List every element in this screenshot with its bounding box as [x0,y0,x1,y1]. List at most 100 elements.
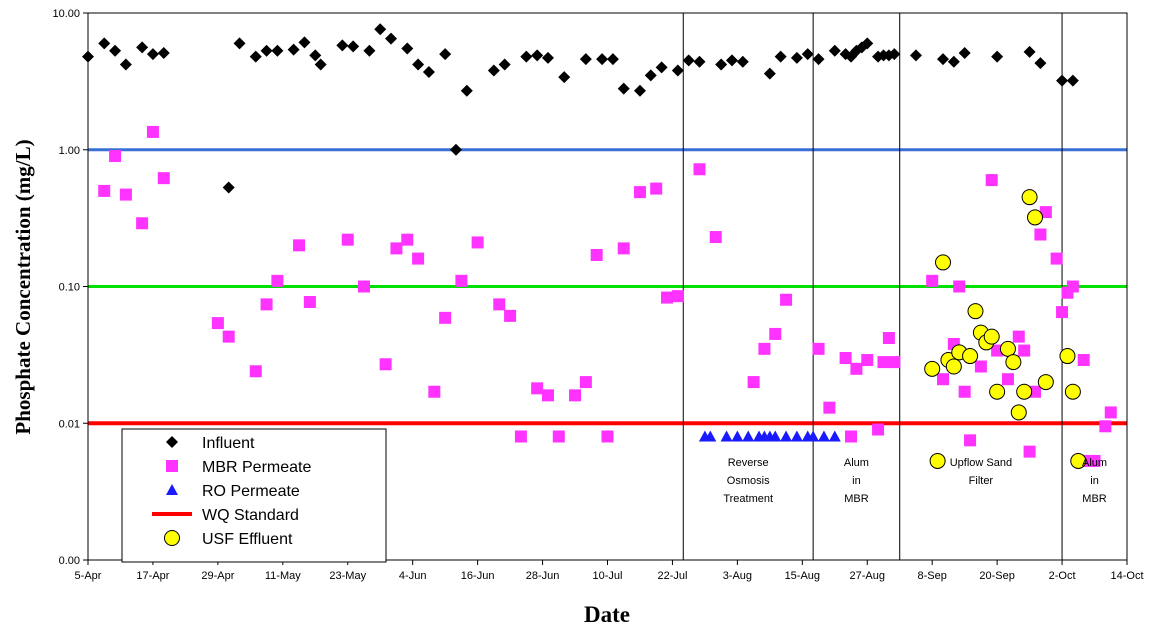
point-mbr-permeate [428,385,441,398]
point-mbr-permeate [877,356,890,369]
phase-label: MBR [844,493,869,505]
legend: Influent MBR Permeate RO Permeate WQ Standa… [121,428,387,563]
point-usf-effluent [1010,404,1027,421]
point-mbr-permeate [747,376,760,389]
point-mbr-permeate [693,163,706,176]
point-influent [991,50,1004,63]
x-tick-label: 22-Jul [657,570,687,582]
point-mbr-permeate [958,385,971,398]
point-mbr-permeate [390,242,403,255]
point-mbr-permeate [1050,252,1063,265]
legend-label: USF Effluent [202,531,293,548]
point-influent [531,49,544,62]
point-influent [439,48,452,61]
point-usf-effluent [1037,374,1054,391]
phase-label: Filter [969,475,994,487]
y-tick-label: 0.01 [59,418,80,430]
point-influent [98,37,111,50]
y-axis-ticks: 0.00 0.01 0.10 1.00 10.00 [52,8,88,567]
phase-label: Reverse [728,457,769,469]
point-influent [774,50,787,63]
point-usf-effluent [1064,383,1081,400]
point-mbr-permeate [249,365,262,378]
point-mbr-permeate [650,182,663,195]
point-influent [412,58,425,71]
point-mbr-permeate [780,293,793,306]
point-ro-permeate [720,430,733,442]
point-mbr-permeate [1029,385,1042,398]
point-mbr-permeate [579,376,592,389]
x-axis-ticks: 5-Apr 17-Apr 29-Apr 11-May 23-May 4-Jun 16-Jun… [75,560,1144,582]
point-influent [828,44,841,57]
point-ro-permeate [807,430,820,442]
point-influent [1066,74,1079,87]
legend-swatch [164,530,180,546]
point-influent [1023,45,1036,58]
point-influent [671,64,684,77]
point-ro-permeate [731,430,744,442]
point-mbr-permeate [1066,280,1079,293]
point-mbr-permeate [1001,373,1014,386]
x-tick-label: 4-Jun [399,570,427,582]
point-mbr-permeate [850,362,863,375]
point-influent [909,49,922,62]
x-tick-label: 15-Aug [785,570,820,582]
point-influent [541,51,554,64]
point-influent [633,84,646,97]
point-mbr-permeate [109,150,122,163]
y-tick-label: 0.10 [59,282,80,294]
point-mbr-permeate [812,342,825,355]
point-usf-effluent [983,328,1000,345]
legend-label: MBR Permeate [202,459,311,476]
point-mbr-permeate [709,231,722,244]
point-influent [725,54,738,67]
point-influent [937,53,950,66]
point-influent [861,37,874,50]
point-mbr-permeate [1088,454,1101,467]
point-influent [347,40,360,53]
point-influent [146,48,159,61]
x-tick-label: 20-Sep [979,570,1014,582]
point-influent [715,58,728,71]
y-tick-label: 0.00 [59,555,80,567]
point-influent [888,48,901,61]
point-mbr-permeate [926,274,939,287]
point-mbr-permeate [845,430,858,443]
x-tick-label: 28-Jun [526,570,560,582]
point-influent [157,46,170,59]
point-influent [558,71,571,84]
point-influent [1056,74,1069,87]
point-ro-permeate [790,430,803,442]
point-influent [249,50,262,63]
phase-label: Alum [844,457,869,469]
phase-label: Alum [1082,457,1107,469]
point-mbr-permeate [531,382,544,395]
point-influent [109,44,122,57]
point-mbr-permeate [882,332,895,345]
x-tick-label: 27-Aug [850,570,885,582]
point-influent [520,50,533,63]
point-influent [947,55,960,68]
x-tick-label: 3-Aug [723,570,752,582]
point-mbr-permeate [341,233,354,246]
point-usf-effluent [924,360,941,377]
point-usf-effluent [989,383,1006,400]
point-mbr-permeate [157,172,170,185]
x-tick-label: 8-Sep [918,570,947,582]
point-influent [790,51,803,64]
point-influent [644,69,657,82]
point-influent [385,32,398,45]
x-tick-label: 2-Oct [1049,570,1076,582]
point-mbr-permeate [504,309,517,322]
point-influent [298,36,311,49]
point-influent [363,44,376,57]
x-tick-label: 14-Oct [1110,570,1143,582]
point-usf-effluent [1027,209,1044,226]
point-mbr-permeate [661,291,674,304]
phase-label: in [852,475,861,487]
point-influent [682,54,695,67]
point-influent [736,55,749,68]
point-usf-effluent [999,340,1016,357]
point-usf-effluent [935,254,952,271]
x-tick-label: 10-Jul [593,570,623,582]
